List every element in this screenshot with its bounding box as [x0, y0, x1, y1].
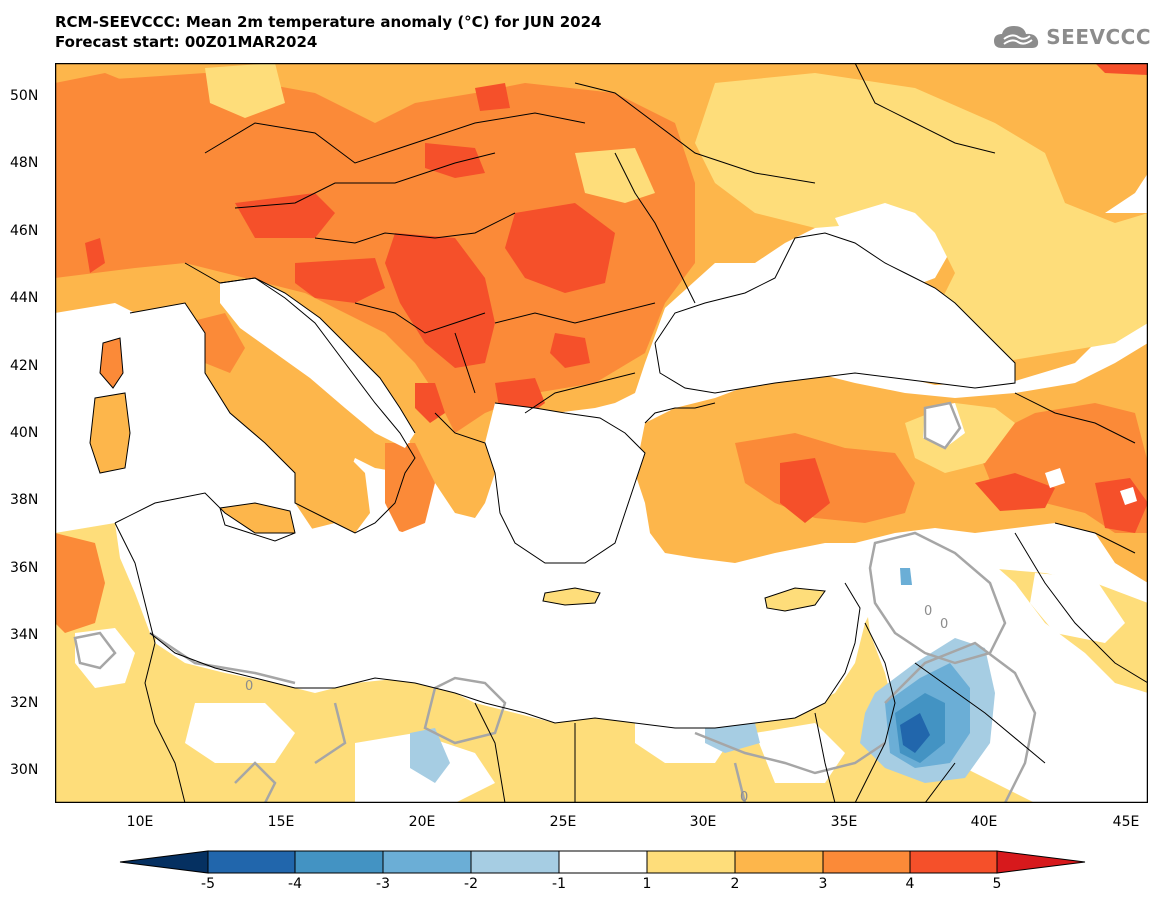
coastlines-and-borders	[89, 63, 1148, 803]
colorbar-label-minus5: -5	[201, 876, 215, 892]
colorbar-label-minus1: -1	[552, 876, 566, 892]
lon-label-45e: 45E	[1112, 814, 1140, 830]
lat-label-34n: 34N	[10, 627, 39, 643]
caspian-edge	[1105, 173, 1148, 213]
lat-label-30n: 30N	[10, 762, 39, 778]
adriatic-sea	[220, 278, 415, 448]
lat-label-38n: 38N	[10, 492, 39, 508]
colorbar-bin-minus4-minus3	[294, 850, 384, 874]
anomaly-plus4-zones	[85, 63, 1148, 533]
lon-label-20e: 20E	[408, 814, 436, 830]
lat-label-42n: 42N	[10, 358, 39, 374]
contour-label-2: 0	[940, 617, 948, 632]
map-title: RCM-SEEVCCC: Mean 2m temperature anomaly…	[55, 12, 602, 52]
colorbar-label-plus2: 2	[730, 876, 740, 892]
title-line-2: Forecast start: 00Z01MAR2024	[55, 33, 318, 51]
mediterranean-sea	[115, 493, 860, 728]
colorbar-label-plus4: 4	[905, 876, 915, 892]
aegean-sea	[485, 403, 645, 563]
corsica-landmass	[100, 338, 123, 388]
lon-label-15e: 15E	[267, 814, 295, 830]
title-line-1: RCM-SEEVCCC: Mean 2m temperature anomaly…	[55, 13, 602, 31]
azov-sea	[835, 203, 935, 243]
lon-label-25e: 25E	[549, 814, 577, 830]
lat-label-36n: 36N	[10, 560, 39, 576]
cyprus-island	[765, 588, 825, 611]
colorbar-label-minus3: -3	[376, 876, 390, 892]
lat-label-44n: 44N	[10, 290, 39, 306]
anomaly-negative-zones	[410, 568, 995, 783]
colorbar-bin-plus4-plus5	[909, 850, 998, 874]
contour-label-4: 0	[740, 790, 748, 803]
colorbar	[119, 850, 1086, 874]
colorbar-label-plus3: 3	[818, 876, 828, 892]
crete-island	[543, 588, 600, 605]
lat-label-50n: 50N	[10, 88, 39, 104]
lat-label-40n: 40N	[10, 425, 39, 441]
map-svg: 0 0 0 0	[55, 63, 1148, 803]
lon-label-10e: 10E	[126, 814, 154, 830]
lon-label-35e: 35E	[830, 814, 858, 830]
colorbar-label-plus1: 1	[642, 876, 652, 892]
anomaly-plus3-zones	[55, 73, 1148, 633]
lake-sevan	[1120, 487, 1137, 505]
brand-logo: SEEVCCC	[992, 22, 1151, 52]
colorbar-label-minus2: -2	[464, 876, 478, 892]
lon-label-40e: 40E	[970, 814, 998, 830]
colorbar-bin-plus3-plus4	[822, 850, 911, 874]
black-sea	[655, 233, 1015, 393]
tyrrhenian-sea	[130, 303, 295, 503]
colorbar-label-minus4: -4	[288, 876, 302, 892]
anomaly-map: 0 0 0 0	[55, 63, 1148, 803]
contour-label-1: 0	[924, 604, 932, 619]
cloud-logo-icon	[994, 26, 1039, 48]
sardinia-landmass	[90, 393, 130, 473]
colorbar-bin-minus2-minus1	[470, 850, 560, 874]
lat-label-32n: 32N	[10, 695, 39, 711]
colorbar-label-plus5: 5	[992, 876, 1002, 892]
lon-label-30e: 30E	[689, 814, 717, 830]
lake-van	[1045, 468, 1065, 488]
brand-name: SEEVCCC	[1046, 25, 1151, 49]
italy-landmass	[195, 283, 415, 518]
colorbar-bin-plus2-plus3	[734, 850, 824, 874]
zero-contours	[73, 401, 1037, 803]
colorbar-bin-plus1-plus2	[646, 850, 736, 874]
lat-label-48n: 48N	[10, 155, 39, 171]
colorbar-arrow-low	[119, 850, 209, 874]
lat-label-46n: 46N	[10, 223, 39, 239]
colorbar-bin-minus1-plus1	[558, 850, 648, 874]
contour-label-3: 0	[245, 679, 253, 694]
colorbar-bin-minus5-minus4	[207, 850, 296, 874]
colorbar-bin-minus3-minus2	[382, 850, 472, 874]
sicily-landmass	[220, 503, 295, 541]
colorbar-arrow-high	[996, 850, 1086, 874]
